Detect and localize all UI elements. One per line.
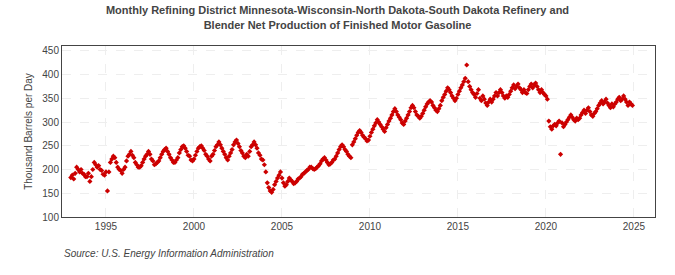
svg-text:2005: 2005 [271,221,294,232]
svg-text:300: 300 [42,117,59,128]
svg-text:400: 400 [42,69,59,80]
svg-text:2010: 2010 [359,221,382,232]
svg-text:1995: 1995 [95,221,118,232]
svg-text:2015: 2015 [447,221,470,232]
svg-text:2000: 2000 [183,221,206,232]
svg-text:Monthly Refining District Minn: Monthly Refining District Minnesota-Wisc… [106,4,569,30]
svg-text:100: 100 [42,212,59,223]
svg-text:2020: 2020 [535,221,558,232]
svg-text:350: 350 [42,93,59,104]
svg-text:200: 200 [42,164,59,175]
svg-text:250: 250 [42,140,59,151]
svg-text:450: 450 [42,45,59,56]
svg-text:150: 150 [42,188,59,199]
svg-text:Thousand Barrels per Day: Thousand Barrels per Day [23,73,34,190]
svg-text:Source: U.S. Energy Informatio: Source: U.S. Energy Information Administ… [64,248,274,259]
svg-text:2025: 2025 [623,221,646,232]
